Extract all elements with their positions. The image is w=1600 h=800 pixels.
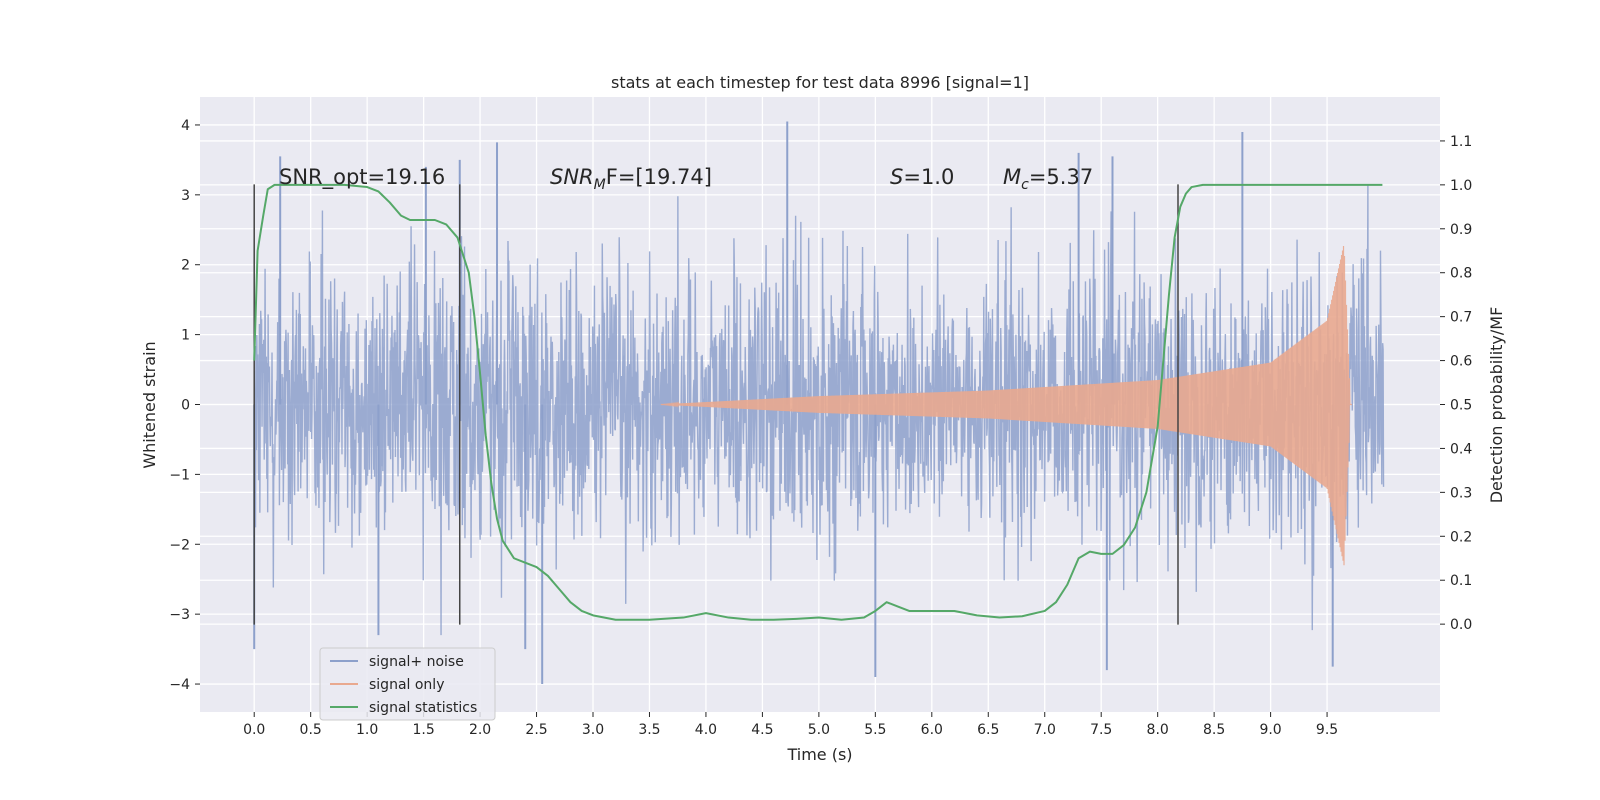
chart-title: stats at each timestep for test data 899…	[611, 73, 1029, 92]
mc-label: M	[1003, 165, 1021, 189]
snr-mf-prefix: SNR	[550, 165, 594, 189]
y-left-tick-label-0: 4	[181, 118, 190, 134]
s-label: S	[890, 165, 903, 189]
x-tick-label-0: 0.0	[243, 722, 265, 738]
y-right-tick-label-10: 0.1	[1450, 573, 1472, 589]
y-right-tick-label-11: 0.0	[1450, 617, 1472, 633]
series-signal-only	[660, 245, 1352, 566]
annotation-mc: Mc=5.37	[1003, 165, 1093, 193]
x-tick-label-17: 8.5	[1203, 722, 1225, 738]
x-tick-label-4: 2.0	[469, 722, 491, 738]
y-axis-left-label: Whitened strain	[140, 341, 159, 468]
snr-mf-sub: M	[594, 177, 606, 193]
y-right-tick-label-2: 0.9	[1450, 222, 1472, 238]
y-right-tick-label-5: 0.6	[1450, 354, 1472, 370]
y-right-tick-label-1: 1.0	[1450, 178, 1472, 194]
x-tick-label-8: 4.0	[695, 722, 717, 738]
legend-label-signal-only: signal only	[369, 677, 444, 693]
y-left-tick-label-1: 3	[181, 188, 190, 204]
y-left-tick-label-5: −1	[169, 467, 190, 483]
y-right-tick-label-8: 0.3	[1450, 485, 1472, 501]
x-tick-label-18: 9.0	[1259, 722, 1281, 738]
s-value: =1.0	[903, 165, 954, 189]
noise-trace	[253, 173, 1385, 636]
y-right-tick-label-9: 0.2	[1450, 529, 1472, 545]
vertical-markers	[253, 184, 1179, 625]
y-axis-left-ticks: 4 3 2 1 0 −1 −2 −3 −4	[169, 118, 200, 693]
x-tick-label-16: 8.0	[1147, 722, 1169, 738]
mc-value: =5.37	[1029, 165, 1093, 189]
series-signal-statistics	[253, 183, 1383, 621]
y-left-tick-label-4: 0	[181, 398, 190, 414]
y-left-tick-label-7: −3	[169, 607, 190, 623]
x-tick-label-11: 5.5	[864, 722, 886, 738]
x-tick-label-1: 0.5	[300, 722, 322, 738]
annotation-s: S=1.0	[890, 165, 954, 189]
x-tick-label-15: 7.5	[1090, 722, 1112, 738]
legend-box	[319, 647, 496, 721]
x-tick-label-5: 2.5	[525, 722, 547, 738]
y-axis-right-ticks: 1.1 1.0 0.9 0.8 0.7 0.6 0.5 0.4 0.3 0.2 0.1 0.0	[1440, 134, 1472, 633]
y-right-tick-label-6: 0.5	[1450, 398, 1472, 414]
y-left-tick-label-8: −4	[169, 677, 190, 693]
x-tick-label-3: 1.5	[412, 722, 434, 738]
x-tick-label-12: 6.0	[921, 722, 943, 738]
x-tick-label-14: 7.0	[1034, 722, 1056, 738]
snr-mf-suffix: F=[19.74]	[606, 165, 712, 189]
y-left-tick-label-3: 1	[181, 328, 190, 344]
legend: signal+ noise signal only signal statist…	[319, 647, 496, 721]
x-axis-label: Time (s)	[786, 745, 852, 764]
x-tick-label-13: 6.5	[977, 722, 999, 738]
y-left-tick-label-6: −2	[169, 537, 190, 553]
y-axis-right-label: Detection probability/MF	[1487, 307, 1506, 504]
statistics-trace	[253, 183, 1383, 621]
x-axis-ticks: 0.0 0.5 1.0 1.5 2.0 2.5 3.0 3.5 4.0 4.5 5.0 5.5 6.0 6…	[243, 712, 1338, 738]
x-tick-label-9: 4.5	[751, 722, 773, 738]
y-right-tick-label-4: 0.7	[1450, 310, 1472, 326]
x-tick-label-2: 1.0	[356, 722, 378, 738]
annotation-snr-mf: SNRMF=[19.74]	[550, 165, 712, 193]
legend-label-signal-noise: signal+ noise	[369, 654, 464, 670]
y-right-tick-label-3: 0.8	[1450, 266, 1472, 282]
y-right-tick-label-7: 0.4	[1450, 441, 1472, 457]
y-left-tick-label-2: 2	[181, 258, 190, 274]
annotation-snr-opt: SNR_opt=19.16	[279, 165, 445, 190]
chirp-trace	[660, 245, 1352, 566]
x-tick-label-7: 3.5	[638, 722, 660, 738]
x-tick-label-10: 5.0	[808, 722, 830, 738]
legend-label-signal-statistics: signal statistics	[369, 700, 477, 716]
x-tick-label-6: 3.0	[582, 722, 604, 738]
x-tick-label-19: 9.5	[1316, 722, 1338, 738]
y-right-tick-label-0: 1.1	[1450, 134, 1472, 150]
mc-sub: c	[1021, 177, 1029, 193]
